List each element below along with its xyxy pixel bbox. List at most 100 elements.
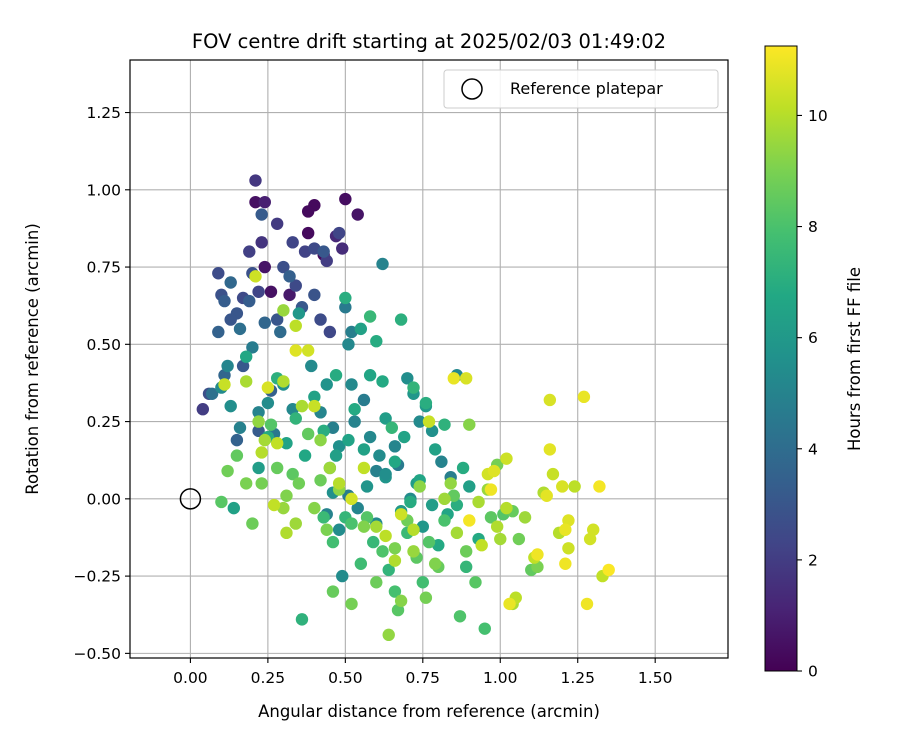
x-axis-ticks: 0.00 0.25 0.50 0.75 1.00 1.25 1.50 bbox=[173, 658, 672, 687]
y-tick-label: 1.25 bbox=[86, 104, 121, 122]
data-point bbox=[224, 399, 237, 413]
data-point bbox=[401, 372, 414, 385]
data-point bbox=[354, 557, 368, 570]
data-point bbox=[438, 492, 451, 506]
data-point bbox=[314, 433, 327, 447]
data-point bbox=[252, 415, 265, 428]
data-point bbox=[475, 538, 488, 552]
data-point bbox=[351, 501, 364, 515]
data-point bbox=[317, 511, 330, 524]
data-point bbox=[258, 433, 271, 447]
data-point bbox=[280, 526, 293, 540]
x-tick-label: 1.25 bbox=[560, 669, 595, 687]
data-point bbox=[459, 372, 473, 385]
data-point bbox=[388, 585, 402, 598]
data-point bbox=[243, 245, 256, 258]
data-point bbox=[221, 464, 234, 478]
data-point bbox=[438, 418, 451, 431]
colorbar-tick-label: 2 bbox=[808, 551, 818, 569]
grid-lines bbox=[130, 60, 728, 658]
data-point bbox=[332, 477, 346, 490]
data-point bbox=[301, 344, 315, 357]
data-point bbox=[212, 267, 225, 280]
data-point bbox=[388, 440, 402, 453]
data-point bbox=[407, 381, 420, 394]
data-point bbox=[298, 449, 312, 462]
data-point bbox=[388, 455, 402, 468]
data-point bbox=[320, 378, 333, 391]
data-point bbox=[283, 270, 296, 283]
data-point bbox=[503, 597, 516, 611]
data-point bbox=[329, 369, 343, 382]
legend-marker-icon bbox=[461, 78, 483, 100]
data-point bbox=[559, 523, 572, 536]
x-tick-label: 0.75 bbox=[406, 669, 441, 687]
data-point bbox=[357, 393, 371, 407]
data-point bbox=[308, 399, 321, 413]
data-point bbox=[286, 236, 299, 249]
data-point bbox=[224, 276, 237, 289]
data-point bbox=[562, 542, 575, 555]
data-point bbox=[258, 260, 271, 274]
data-point bbox=[305, 359, 318, 373]
data-point bbox=[376, 257, 389, 271]
data-point bbox=[484, 511, 498, 524]
data-point bbox=[292, 477, 306, 490]
data-point bbox=[419, 591, 433, 604]
data-point bbox=[233, 322, 247, 336]
data-point bbox=[261, 381, 275, 394]
y-tick-label: −0.25 bbox=[74, 568, 122, 586]
data-point bbox=[404, 495, 417, 509]
data-point bbox=[283, 288, 296, 302]
data-point bbox=[556, 480, 569, 493]
colorbar-tick-label: 0 bbox=[808, 663, 818, 681]
y-tick-label: −0.50 bbox=[74, 645, 122, 663]
data-point bbox=[500, 452, 513, 465]
data-point bbox=[329, 449, 343, 462]
legend-box bbox=[443, 69, 719, 109]
data-point bbox=[286, 467, 299, 481]
data-point bbox=[394, 594, 408, 608]
data-point bbox=[277, 375, 290, 388]
data-point bbox=[274, 325, 287, 339]
data-point bbox=[280, 437, 293, 450]
data-point bbox=[593, 480, 606, 493]
data-point bbox=[332, 226, 346, 240]
data-point bbox=[453, 610, 467, 623]
data-point bbox=[363, 430, 377, 444]
data-point bbox=[289, 412, 302, 425]
y-tick-label: 0.50 bbox=[86, 336, 121, 354]
data-point bbox=[438, 514, 451, 527]
data-point bbox=[212, 325, 225, 339]
data-point bbox=[339, 192, 352, 206]
data-point bbox=[270, 217, 284, 230]
data-point bbox=[336, 569, 349, 583]
data-point bbox=[398, 430, 411, 444]
data-point bbox=[407, 545, 420, 558]
colorbar-tick-label: 8 bbox=[808, 218, 818, 236]
data-point bbox=[270, 461, 284, 475]
x-tick-label: 1.00 bbox=[483, 669, 518, 687]
data-point bbox=[230, 449, 244, 462]
data-point bbox=[413, 415, 426, 428]
data-point bbox=[357, 520, 371, 533]
data-point bbox=[233, 421, 247, 434]
data-point bbox=[295, 613, 309, 626]
data-point bbox=[351, 208, 364, 221]
data-point bbox=[289, 319, 302, 332]
data-point bbox=[531, 548, 544, 561]
data-point bbox=[249, 270, 262, 283]
data-point bbox=[447, 372, 460, 385]
data-point bbox=[568, 480, 581, 493]
data-point bbox=[277, 260, 290, 274]
data-point bbox=[463, 480, 476, 493]
data-point bbox=[425, 498, 439, 512]
y-axis-ticks: −0.50 −0.25 0.00 0.25 0.50 0.75 1.00 1.25 bbox=[74, 104, 130, 663]
data-point bbox=[326, 585, 340, 598]
data-point bbox=[540, 489, 553, 502]
data-point bbox=[255, 236, 268, 249]
data-point bbox=[261, 396, 275, 410]
data-point bbox=[587, 523, 600, 536]
data-point bbox=[295, 399, 309, 413]
data-point bbox=[218, 378, 231, 391]
